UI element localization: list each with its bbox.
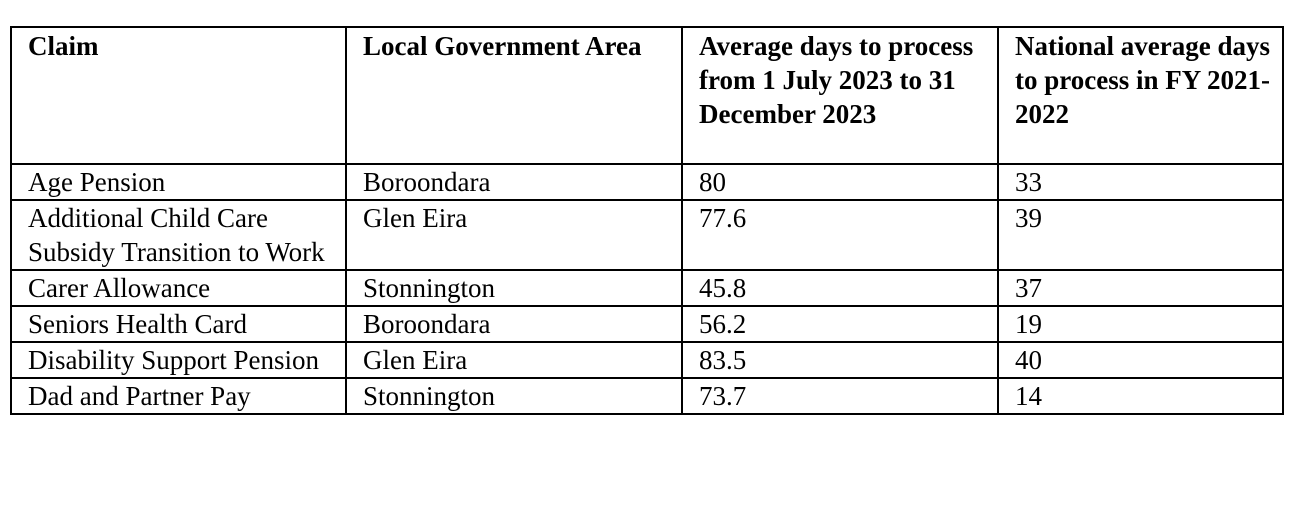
- table-row: Age Pension Boroondara 80 33: [10, 163, 1284, 201]
- table-row: Disability Support Pension Glen Eira 83.…: [10, 341, 1284, 379]
- claims-processing-table: Claim Local Government Area Average days…: [10, 26, 1284, 415]
- cell-national-average: 37: [997, 269, 1284, 307]
- table-row: Dad and Partner Pay Stonnington 73.7 14: [10, 377, 1284, 415]
- cell-lga: Boroondara: [345, 163, 683, 201]
- cell-average-days: 45.8: [681, 269, 999, 307]
- cell-national-average: 19: [997, 305, 1284, 343]
- cell-claim: Age Pension: [10, 163, 347, 201]
- table-header-row: Claim Local Government Area Average days…: [10, 26, 1284, 165]
- header-claim: Claim: [10, 26, 347, 165]
- table-row: Additional Child Care Subsidy Transition…: [10, 199, 1284, 271]
- cell-lga: Glen Eira: [345, 341, 683, 379]
- cell-lga: Boroondara: [345, 305, 683, 343]
- cell-average-days: 77.6: [681, 199, 999, 271]
- cell-national-average: 39: [997, 199, 1284, 271]
- cell-average-days: 73.7: [681, 377, 999, 415]
- table-row: Carer Allowance Stonnington 45.8 37: [10, 269, 1284, 307]
- cell-claim: Seniors Health Card: [10, 305, 347, 343]
- cell-claim: Disability Support Pension: [10, 341, 347, 379]
- table-row: Seniors Health Card Boroondara 56.2 19: [10, 305, 1284, 343]
- cell-lga: Glen Eira: [345, 199, 683, 271]
- cell-national-average: 14: [997, 377, 1284, 415]
- cell-claim: Dad and Partner Pay: [10, 377, 347, 415]
- cell-average-days: 56.2: [681, 305, 999, 343]
- cell-lga: Stonnington: [345, 269, 683, 307]
- cell-average-days: 83.5: [681, 341, 999, 379]
- cell-national-average: 40: [997, 341, 1284, 379]
- cell-lga: Stonnington: [345, 377, 683, 415]
- cell-national-average: 33: [997, 163, 1284, 201]
- cell-claim: Carer Allowance: [10, 269, 347, 307]
- header-local-government-area: Local Government Area: [345, 26, 683, 165]
- cell-claim: Additional Child Care Subsidy Transition…: [10, 199, 347, 271]
- header-national-average-days: National average days to process in FY 2…: [997, 26, 1284, 165]
- header-average-days-to-process: Average days to process from 1 July 2023…: [681, 26, 999, 165]
- cell-average-days: 80: [681, 163, 999, 201]
